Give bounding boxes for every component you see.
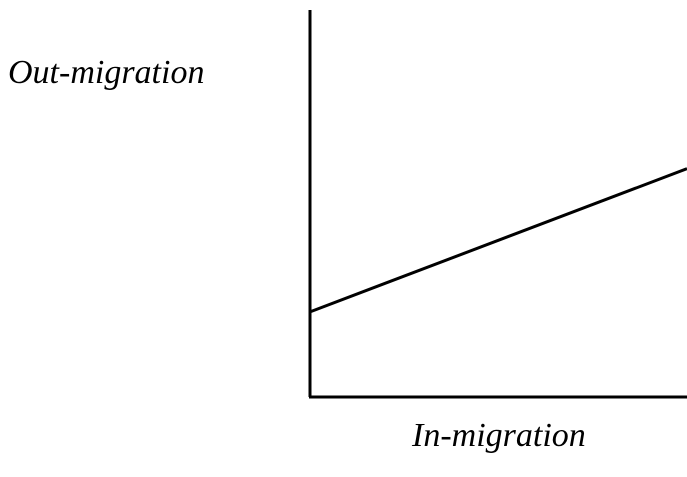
x-axis-label: In-migration xyxy=(411,417,586,454)
y-axis-label: Out-migration xyxy=(8,54,204,91)
data-line xyxy=(309,167,687,314)
